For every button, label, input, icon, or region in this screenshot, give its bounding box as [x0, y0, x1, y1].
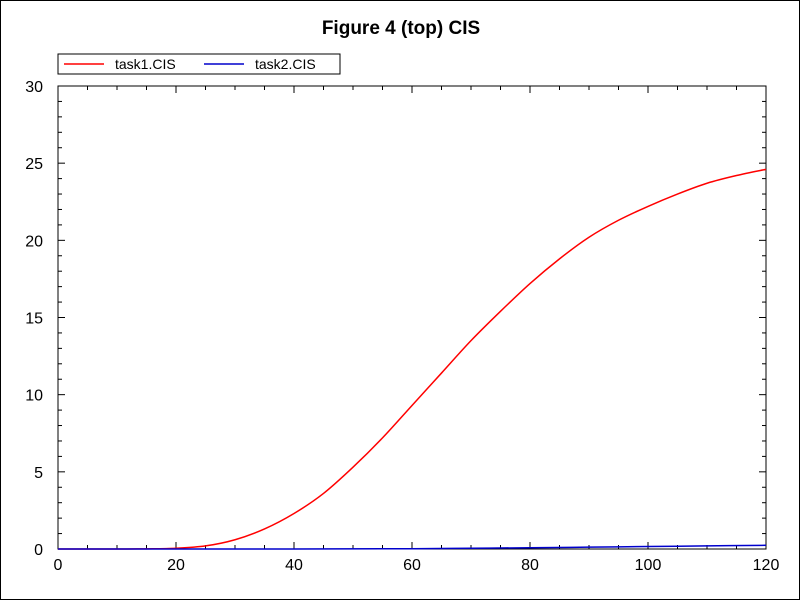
series-line-task2-cis — [57, 544, 767, 550]
axis-ticks — [57, 85, 767, 550]
x-tick-label: 80 — [521, 557, 539, 574]
x-tick-label: 100 — [635, 557, 662, 574]
y-tick-label: 10 — [25, 388, 43, 405]
axis-tick-labels: 0 20 40 60 80 100 120 0 5 10 15 20 25 30 — [25, 79, 779, 574]
legend-label-task2: task2.CIS — [255, 56, 316, 72]
y-tick-label: 0 — [34, 542, 43, 559]
y-tick-label: 15 — [25, 311, 43, 328]
x-tick-label: 20 — [167, 557, 185, 574]
x-tick-label: 40 — [285, 557, 303, 574]
x-tick-label: 120 — [753, 557, 780, 574]
y-tick-label: 20 — [25, 233, 43, 250]
series-line-task1-cis — [57, 168, 767, 550]
y-tick-label: 5 — [34, 465, 43, 482]
chart-title: Figure 4 (top) CIS — [322, 18, 480, 39]
y-tick-label: 30 — [25, 79, 43, 96]
legend-label-task1: task1.CIS — [115, 56, 176, 72]
series-layer — [57, 168, 767, 550]
x-tick-label: 60 — [403, 557, 421, 574]
x-tick-label: 0 — [54, 557, 63, 574]
plot-area — [57, 85, 767, 550]
y-tick-label: 25 — [25, 156, 43, 173]
legend: task1.CIS task2.CIS — [57, 53, 341, 75]
legend-box — [57, 53, 341, 75]
